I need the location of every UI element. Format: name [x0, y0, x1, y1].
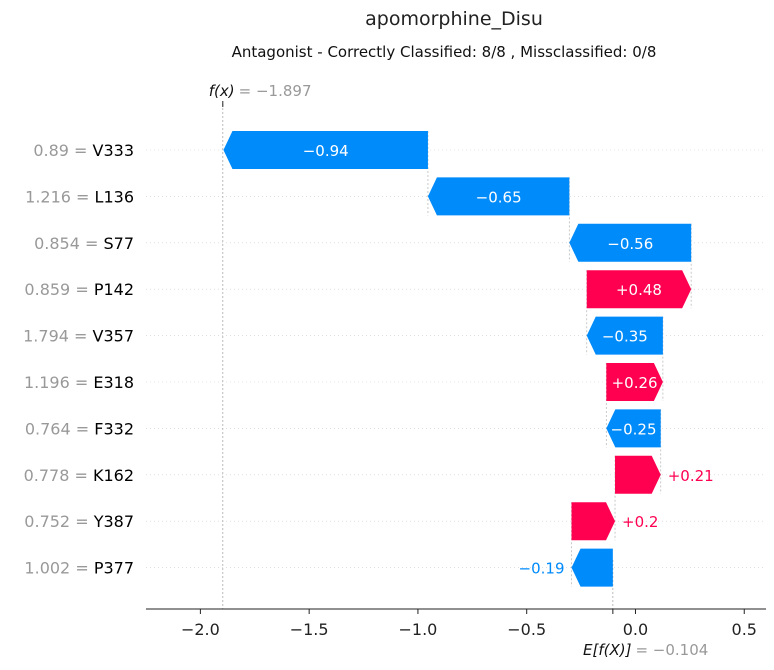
- x-tick-label: 0.5: [732, 620, 757, 639]
- feature-label-P377: 1.002 = P377: [24, 559, 134, 578]
- bars: −0.94 −0.65 −0.56 +0.48 −0.35 +0.26 −0.25 +0.21…: [223, 131, 714, 587]
- bar-V357: [586, 316, 663, 355]
- x-axis: −2.0 −1.5 −1.0 −0.5 0.0 0.5: [146, 608, 766, 639]
- bar-K162: [615, 455, 661, 494]
- feature-label-F332: 0.764 = F332: [25, 419, 134, 438]
- bar-P142: [586, 270, 692, 309]
- bar-label-L136: −0.65: [476, 188, 522, 206]
- chart-subtitle: Antagonist - Correctly Classified: 8/8 ,…: [232, 43, 657, 61]
- bar-label-V357: −0.35: [602, 328, 648, 346]
- x-tick-label: −2.0: [181, 620, 220, 639]
- x-tick-label: −1.5: [290, 620, 329, 639]
- x-tick-label: −0.5: [507, 620, 546, 639]
- feature-label-V357: 1.794 = V357: [23, 327, 134, 346]
- feature-label-L136: 1.216 = L136: [25, 187, 134, 206]
- bar-label-Y387: +0.2: [622, 513, 658, 531]
- feature-label-P142: 0.859 = P142: [24, 280, 134, 299]
- fx-annotation: f(x) = −1.897: [209, 82, 312, 100]
- feature-label-K162: 0.778 = K162: [24, 466, 134, 485]
- bar-L136: [427, 177, 570, 216]
- bar-label-S77: −0.56: [607, 235, 653, 253]
- feature-label-E318: 1.196 = E318: [24, 373, 134, 392]
- bar-S77: [569, 223, 692, 262]
- bar-P377: [571, 548, 613, 587]
- bar-label-P142: +0.48: [616, 281, 662, 299]
- bar-label-K162: +0.21: [668, 467, 714, 485]
- bar-label-P377: −0.19: [519, 560, 565, 578]
- annotations: f(x) = −1.897 E[f(X)] = −0.104: [209, 82, 709, 659]
- x-tick-label: −1.0: [399, 620, 438, 639]
- feature-labels: 0.89 = V333 1.216 = L136 0.854 = S77 0.859 …: [23, 141, 134, 578]
- bar-label-E318: +0.26: [612, 374, 658, 392]
- bar-label-V333: −0.94: [303, 142, 349, 160]
- bar-E318: [606, 363, 663, 401]
- feature-label-S77: 0.854 = S77: [34, 234, 134, 253]
- chart-title: apomorphine_Disu: [365, 8, 543, 30]
- bar-Y387: [571, 502, 616, 541]
- bar-F332: [606, 409, 661, 448]
- bar-label-F332: −0.25: [611, 420, 657, 438]
- feature-label-V333: 0.89 = V333: [33, 141, 134, 160]
- base-annotation: E[f(X)] = −0.104: [583, 641, 708, 659]
- feature-label-Y387: 0.752 = Y387: [24, 512, 134, 531]
- bar-V333: [223, 131, 428, 169]
- x-tick-label: 0.0: [623, 620, 648, 639]
